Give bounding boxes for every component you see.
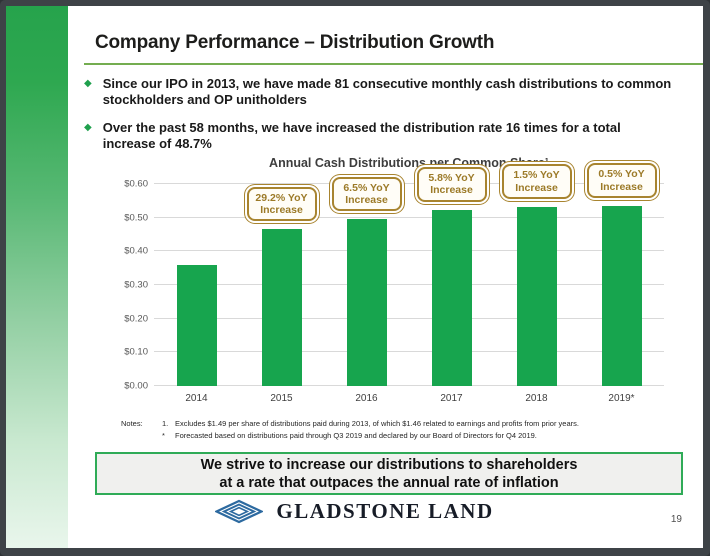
diamond-bullet-icon: ◆ — [84, 78, 92, 89]
chart-column: 6.5% YoY Increase 2016 — [324, 176, 409, 404]
y-tick-label: $0.20 — [124, 313, 148, 325]
bar-2017 — [431, 209, 472, 386]
banner-line: We strive to increase our distributions … — [200, 457, 578, 473]
logo-text: GLADSTONE LAND — [276, 499, 494, 523]
chart-column: 0.5% YoY Increase 2019* — [579, 163, 664, 404]
chart-column: 5.8% YoY Increase 2017 — [409, 166, 494, 404]
notes-items: 1. Excludes $1.49 per share of distribut… — [162, 418, 579, 441]
bar-2016 — [346, 219, 387, 386]
bullet-text: Over the past 58 months, we have increas… — [102, 119, 621, 152]
bar-2015 — [261, 229, 302, 386]
chart-column: 1.5% YoY Increase 2018 — [494, 164, 579, 404]
gridline — [154, 284, 664, 285]
chart-title: Annual Cash Distributions per Common Sha… — [269, 156, 549, 170]
page-title: Company Performance – Distribution Growt… — [95, 32, 495, 53]
key-message-banner: We strive to increase our distributions … — [95, 452, 683, 495]
gridline — [154, 183, 664, 184]
chart-column: 2014 — [154, 184, 239, 404]
y-tick-label: $0.10 — [124, 346, 148, 358]
y-tick-label: $0.00 — [124, 380, 148, 392]
y-tick-label: $0.40 — [124, 245, 148, 257]
banner-line: at a rate that outpaces the annual rate … — [219, 475, 559, 492]
y-tick-label: $0.60 — [124, 178, 148, 190]
gridline — [154, 216, 664, 218]
slide: Company Performance – Distribution Growt… — [6, 6, 703, 548]
note-item: 1. Excludes $1.49 per share of distribut… — [162, 418, 579, 430]
y-tick-label: $0.50 — [124, 212, 148, 224]
chart-column: 29.2% YoY Increase 2015 — [239, 184, 324, 404]
bullet-item: ◆ Since our IPO in 2013, we have made 81… — [84, 76, 674, 109]
bullet-text: Since our IPO in 2013, we have made 81 c… — [102, 76, 672, 108]
note-text: Forecasted based on distributions paid t… — [175, 430, 537, 440]
yoy-increase-callout: 0.5% YoY Increase — [586, 163, 657, 198]
yoy-increase-callout: 6.5% YoY Increase — [331, 176, 402, 212]
note-text: Excludes $1.49 per share of distribution… — [175, 419, 579, 428]
gridline — [154, 385, 664, 386]
x-tick-label: 2015 — [270, 393, 293, 404]
yoy-increase-callout: 29.2% YoY Increase — [246, 186, 317, 222]
note-item: * Forecasted based on distributions paid… — [162, 430, 579, 442]
y-axis: $0.00 $0.10 $0.20 $0.30 $0.40 $0.50 $0.60 — [96, 179, 148, 392]
x-tick-label: 2014 — [185, 393, 208, 404]
notes-label: Notes: — [121, 419, 143, 428]
yoy-increase-callout: 5.8% YoY Increase — [416, 166, 487, 202]
gladstone-diamond-icon — [215, 499, 264, 524]
x-tick-label: 2016 — [355, 393, 378, 404]
x-tick-label: 2018 — [525, 393, 548, 404]
gridline — [154, 351, 664, 353]
bar-2019* — [601, 205, 642, 386]
gridline — [154, 250, 664, 252]
page-number: 19 — [670, 514, 682, 525]
gridline — [154, 317, 664, 319]
plot-area: 2014 29.2% YoY Increase 2015 6.5% YoY Incre… — [154, 163, 664, 404]
diamond-bullet-icon: ◆ — [84, 121, 92, 133]
green-gradient-sidebar — [6, 6, 68, 548]
title-underline — [84, 63, 703, 65]
note-marker: * — [162, 430, 165, 440]
notes-block: Notes: 1. Excludes $1.49 per share of di… — [121, 418, 579, 441]
note-marker: 1. — [162, 419, 169, 428]
bar-2018 — [516, 206, 557, 386]
y-tick-label: $0.30 — [124, 279, 148, 291]
yoy-increase-callout: 1.5% YoY Increase — [501, 164, 572, 199]
bar-2014 — [176, 264, 217, 386]
bullet-list: ◆ Since our IPO in 2013, we have made 81… — [84, 76, 674, 164]
bullet-item: ◆ Over the past 58 months, we have incre… — [84, 120, 674, 153]
x-tick-label: 2019* — [608, 393, 635, 404]
x-tick-label: 2017 — [440, 393, 463, 404]
company-logo: GLADSTONE LAND — [6, 498, 703, 525]
